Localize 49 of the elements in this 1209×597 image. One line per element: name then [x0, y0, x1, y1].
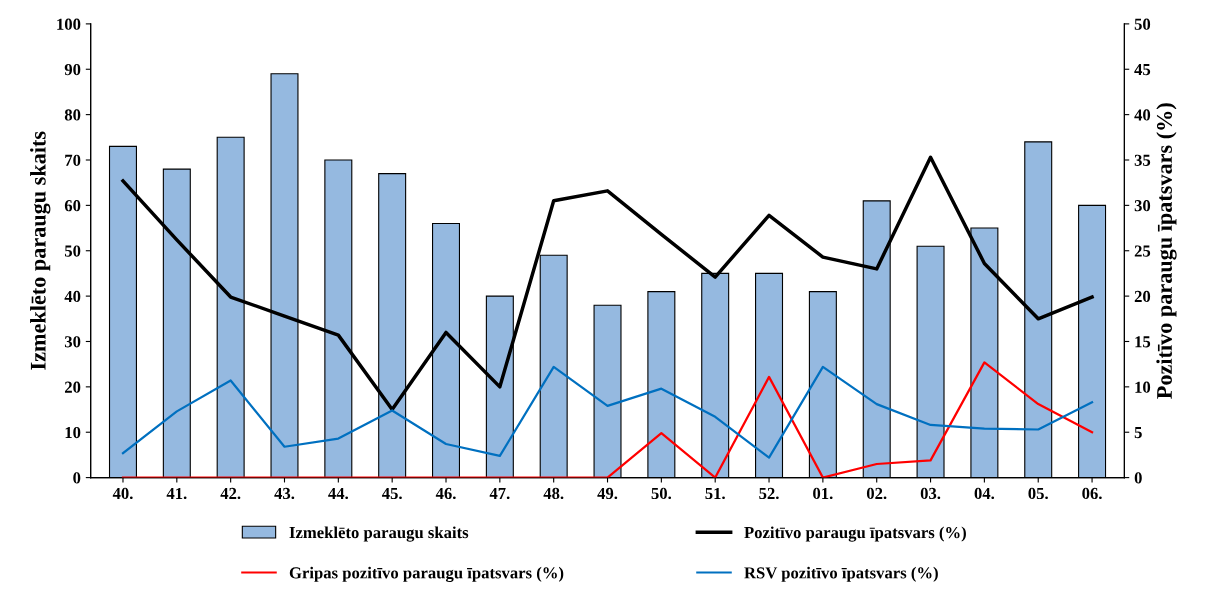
line-series	[121, 365, 1094, 459]
legend-label: Izmeklēto paraugu skaits	[289, 526, 469, 542]
x-tick-label: 44.	[328, 487, 349, 500]
x-tick-label: 01.	[813, 487, 833, 500]
x-tick-label: 06.	[1082, 487, 1102, 500]
x-tick-label: 47.	[489, 487, 510, 500]
x-tick-label: 41.	[166, 487, 187, 500]
y-tick-label: 10	[65, 426, 81, 439]
y-tick-label: 80	[64, 109, 81, 121]
y2-axis-title: Pozitīvo paraugu īpatsvars (%)	[1156, 103, 1177, 399]
y2-tick-label: 0	[1134, 472, 1142, 484]
y2-tick-label: 20	[1134, 290, 1151, 303]
x-tick-label: 42.	[220, 487, 241, 500]
x-tick-label: 43.	[274, 487, 295, 500]
x-tick-label: 02.	[866, 487, 887, 500]
y-tick-label: 20	[64, 381, 81, 393]
y2-tick-label: 10	[1135, 381, 1151, 393]
y2-tick-label: 40	[1134, 109, 1151, 121]
legend-label: Gripas pozitīvo paraugu īpatsvars (%)	[289, 566, 564, 582]
x-tick-label: 04.	[974, 487, 995, 500]
y-axis-title: Izmeklēto paraugu skaits	[30, 131, 51, 370]
y-tick-label: 0	[73, 472, 81, 484]
x-tick-label: 05.	[1028, 487, 1048, 500]
y2-tick-label: 45	[1134, 64, 1151, 76]
x-tick-label: 48.	[543, 487, 564, 500]
y2-tick-label: 35	[1134, 154, 1151, 166]
y-tick-label: 50	[64, 245, 81, 257]
legend-label: RSV pozitīvo īpatsvars (%)	[744, 566, 938, 582]
y-tick-label: 40	[64, 290, 81, 303]
y-tick-label: 60	[64, 200, 81, 212]
y-tick-label: 90	[64, 63, 81, 76]
y2-tick-label: 30	[1134, 200, 1151, 212]
y2-tick-label: 25	[1134, 245, 1151, 257]
y-tick-label: 100	[57, 18, 81, 30]
x-tick-label: 46.	[435, 487, 456, 500]
x-tick-label: 51.	[705, 487, 725, 500]
y2-tick-label: 15	[1135, 336, 1151, 348]
x-tick-label: 49.	[597, 487, 618, 500]
x-tick-label: 50.	[651, 487, 672, 500]
line-series	[121, 361, 1094, 478]
x-tick-label: 45.	[381, 487, 402, 500]
y-tick-label: 30	[64, 336, 81, 348]
legend-label: Pozitīvo paraugu īpatsvars (%)	[744, 526, 966, 542]
x-tick-label: 40.	[112, 487, 133, 500]
y2-tick-label: 50	[1134, 18, 1151, 30]
y2-tick-label: 5	[1134, 427, 1142, 439]
y-tick-label: 70	[65, 154, 81, 166]
x-tick-label: 52.	[759, 487, 779, 500]
x-tick-label: 03.	[920, 487, 941, 500]
